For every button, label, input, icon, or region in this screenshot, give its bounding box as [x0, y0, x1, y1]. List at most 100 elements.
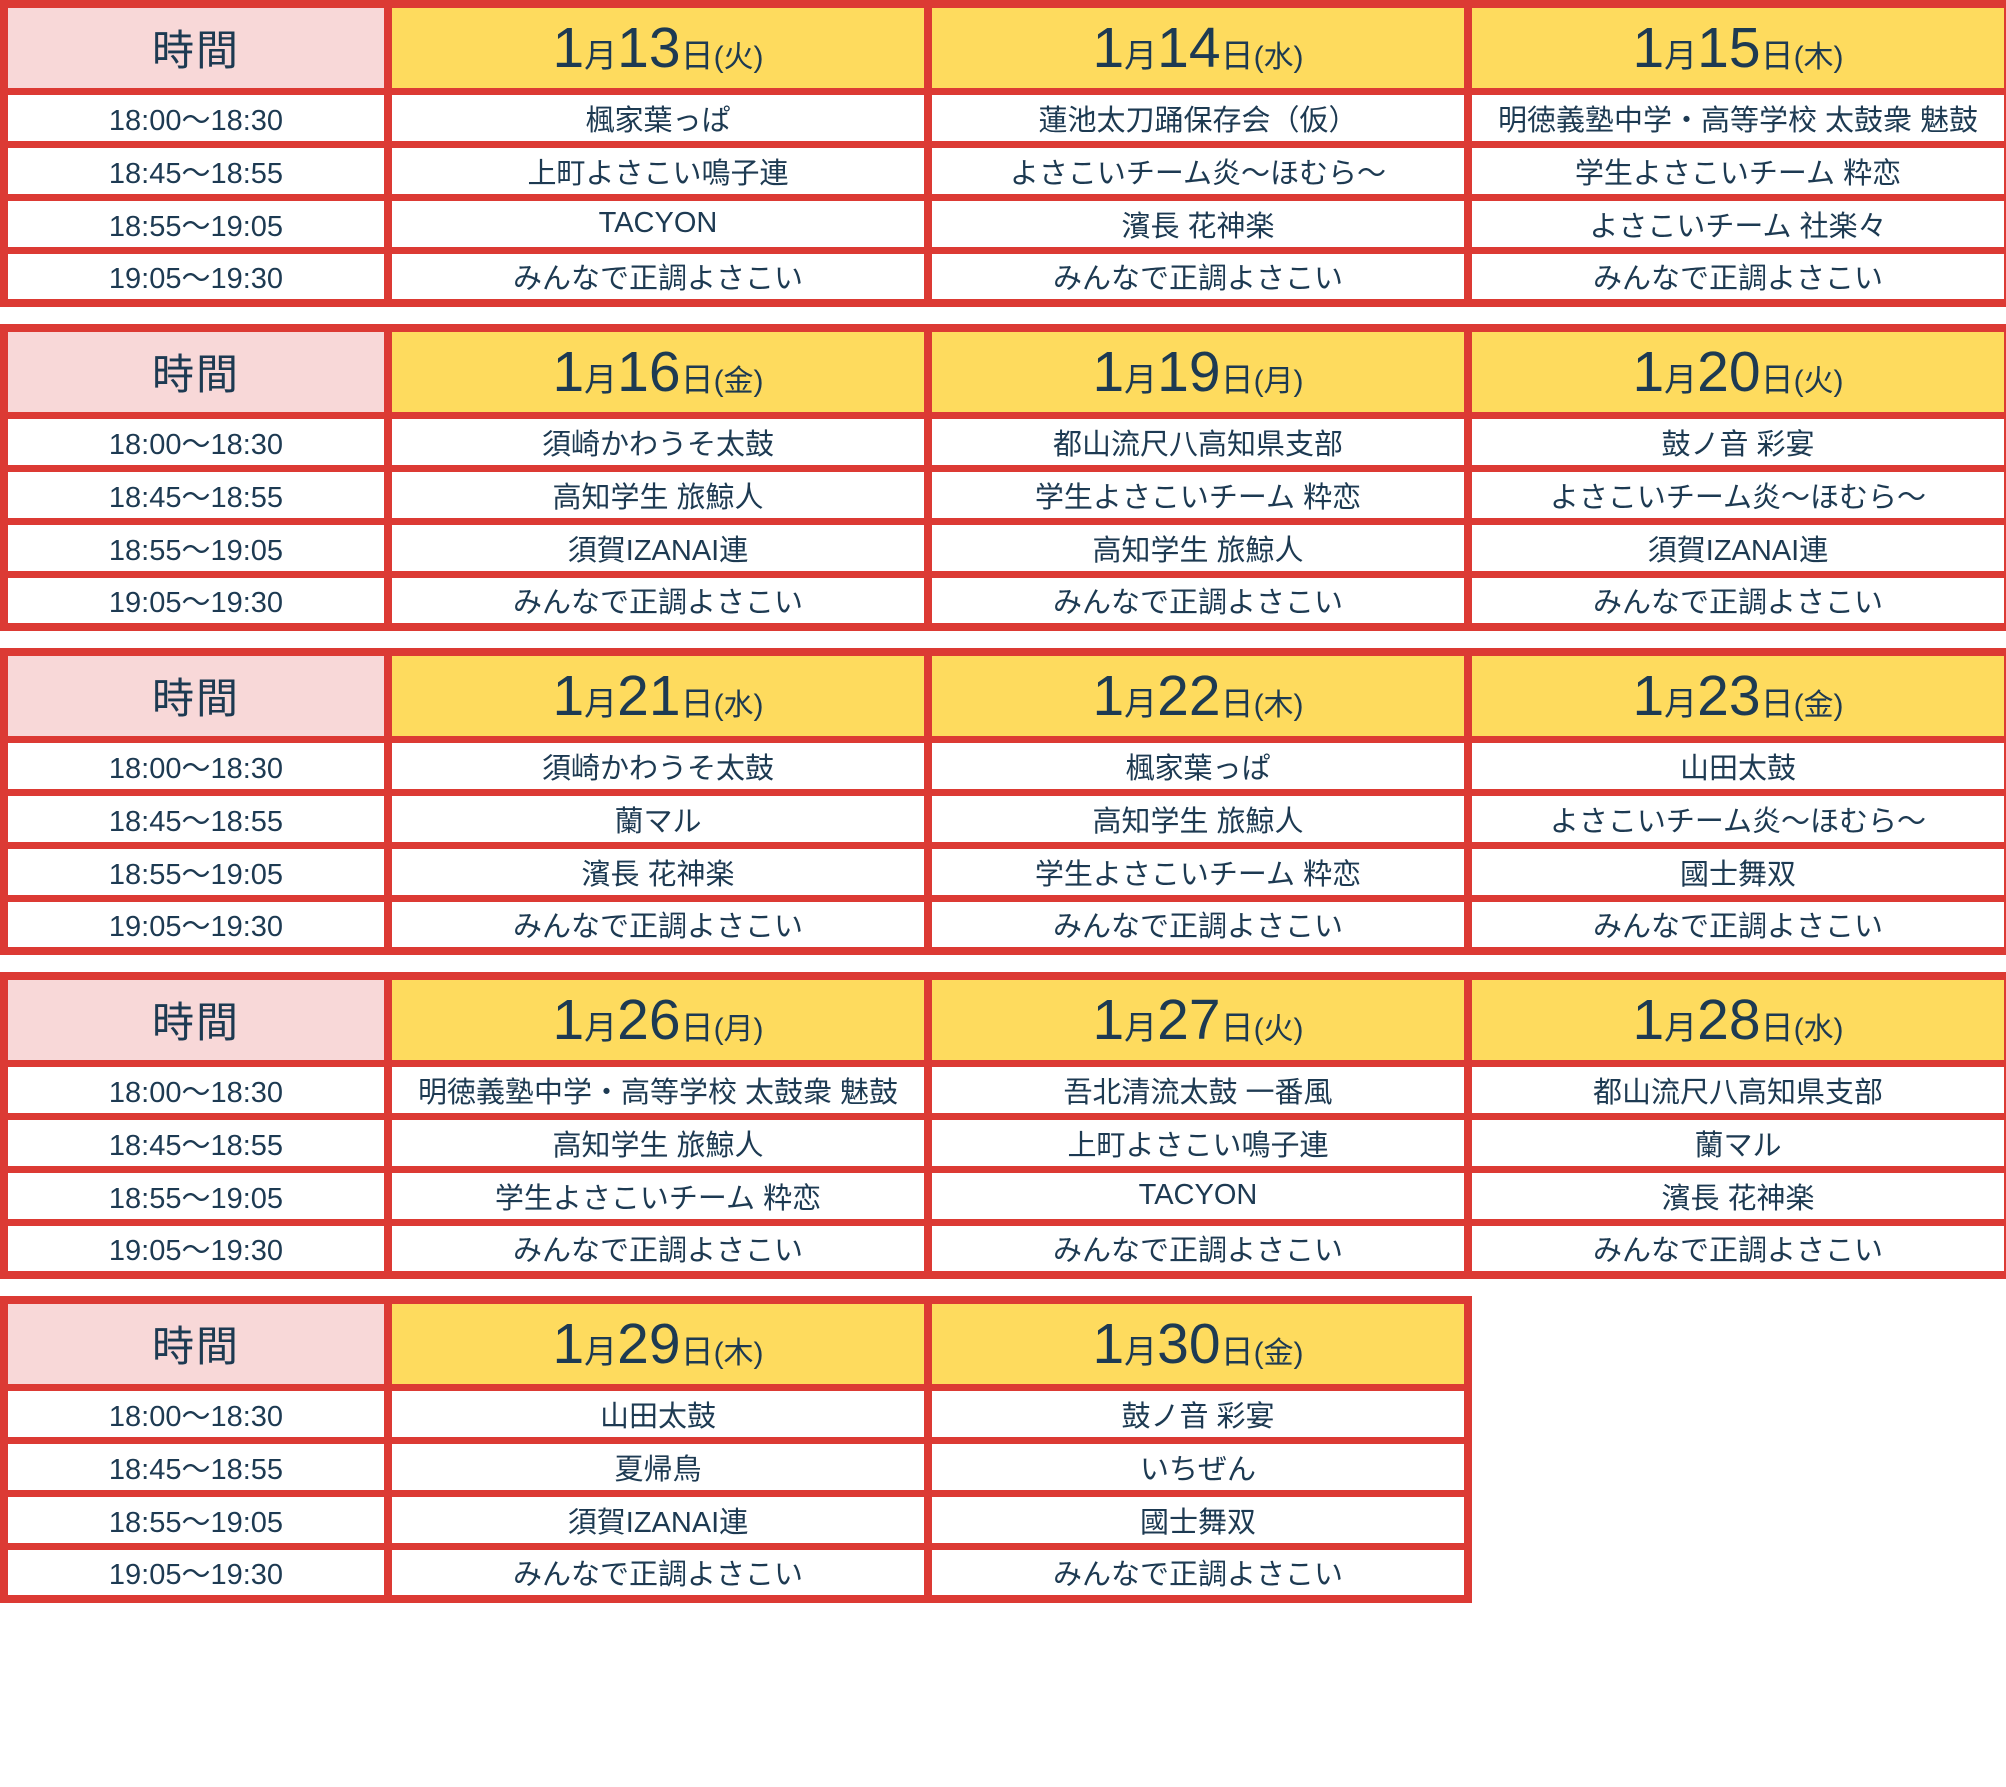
date-text: 16: [617, 339, 681, 404]
performer-cell: 上町よさこい鳴子連: [384, 140, 932, 201]
date-text: (月): [1253, 364, 1304, 398]
schedule-row: 18:55〜19:05 TACYON 濱長 花神楽 よさこいチーム 社楽々: [0, 193, 2006, 254]
date-text: 日: [680, 36, 714, 74]
date-text: (水): [1253, 40, 1304, 74]
date-text: (金): [1793, 688, 1844, 722]
schedule-row: 18:55〜19:05 濱長 花神楽 学生よさこいチーム 粋恋 國士舞双: [0, 841, 2006, 902]
performer-cell: 高知学生 旅鯨人: [384, 464, 932, 525]
time-slot-cell: 19:05〜19:30: [0, 1218, 392, 1279]
time-slot-cell: 18:55〜19:05: [0, 841, 392, 902]
date-text: 1: [1632, 987, 1665, 1052]
performer-cell: 濱長 花神楽: [924, 193, 1472, 254]
performer-cell: TACYON: [384, 193, 932, 254]
date-text: 日: [1760, 360, 1794, 398]
date-text: 日: [1760, 1008, 1794, 1046]
date-text: 13: [617, 15, 681, 80]
date-text: 月: [1124, 360, 1158, 398]
date-text: 21: [617, 663, 681, 728]
performer-cell: 濱長 花神楽: [1464, 1165, 2006, 1226]
date-header-cell: 1月23日(金): [1464, 648, 2006, 743]
performer-cell: 学生よさこいチーム 粋恋: [924, 464, 1472, 525]
performer-cell: 蘭マル: [384, 788, 932, 849]
date-text: 1: [1092, 987, 1125, 1052]
date-text: 月: [1664, 684, 1698, 722]
schedule-table-3: 時間 1月21日(水) 1月22日(木) 1月23日(金) 18:00〜18:30 須崎か…: [0, 648, 2006, 955]
time-slot-cell: 18:00〜18:30: [0, 735, 392, 796]
date-text: 日: [1220, 36, 1254, 74]
date-text: 日: [1220, 684, 1254, 722]
performer-cell: 山田太鼓: [384, 1383, 932, 1444]
performer-cell: 学生よさこいチーム 粋恋: [924, 841, 1472, 902]
performer-cell: 学生よさこいチーム 粋恋: [1464, 140, 2006, 201]
date-text: 29: [617, 1311, 681, 1376]
date-text: (火): [713, 40, 764, 74]
schedule-row: 18:45〜18:55 夏帰鳥 いちぜん: [0, 1436, 1472, 1497]
date-text: 1: [552, 987, 585, 1052]
time-slot-cell: 18:45〜18:55: [0, 464, 392, 525]
performer-cell: 須崎かわうそ太鼓: [384, 735, 932, 796]
performer-cell: みんなで正調よさこい: [384, 1218, 932, 1279]
date-text: 月: [584, 36, 618, 74]
performer-cell: 山田太鼓: [1464, 735, 2006, 796]
performer-cell: 楓家葉っぱ: [924, 735, 1472, 796]
time-slot-cell: 18:55〜19:05: [0, 1489, 392, 1550]
performer-cell: 鼓ノ音 彩宴: [1464, 411, 2006, 472]
date-text: 19: [1157, 339, 1221, 404]
date-text: 月: [584, 1332, 618, 1370]
performer-cell: 須賀IZANAI連: [384, 1489, 932, 1550]
date-header-cell: 1月28日(水): [1464, 972, 2006, 1067]
schedule-table-1: 時間 1月13日(火) 1月14日(水) 1月15日(木) 18:00〜18:30 楓家葉…: [0, 0, 2006, 307]
date-text: 1: [1632, 339, 1665, 404]
time-slot-cell: 18:55〜19:05: [0, 1165, 392, 1226]
schedule-row: 18:00〜18:30 楓家葉っぱ 蓮池太刀踊保存会（仮） 明徳義塾中学・高等学校 太…: [0, 87, 2006, 148]
schedule-row: 18:45〜18:55 高知学生 旅鯨人 上町よさこい鳴子連 蘭マル: [0, 1112, 2006, 1173]
date-header-cell: 1月22日(木): [924, 648, 1472, 743]
date-text: 15: [1697, 15, 1761, 80]
date-text: 月: [1124, 684, 1158, 722]
date-text: 月: [584, 360, 618, 398]
performer-cell: 須賀IZANAI連: [384, 517, 932, 578]
performer-cell: 國士舞双: [1464, 841, 2006, 902]
date-text: 26: [617, 987, 681, 1052]
date-header-cell: 1月26日(月): [384, 972, 932, 1067]
date-text: (木): [713, 1336, 764, 1370]
date-text: 月: [1664, 360, 1698, 398]
date-header-cell: 1月20日(火): [1464, 324, 2006, 419]
performer-cell: 國士舞双: [924, 1489, 1472, 1550]
time-slot-cell: 18:00〜18:30: [0, 1383, 392, 1444]
date-text: 日: [1220, 1332, 1254, 1370]
schedule-table-2: 時間 1月16日(金) 1月19日(月) 1月20日(火) 18:00〜18:30 須崎か…: [0, 324, 2006, 631]
schedule-row: 19:05〜19:30 みんなで正調よさこい みんなで正調よさこい みんなで正調よさこ…: [0, 570, 2006, 631]
date-text: 1: [552, 339, 585, 404]
date-header-cell: 1月14日(水): [924, 0, 1472, 95]
performer-cell: 上町よさこい鳴子連: [924, 1112, 1472, 1173]
performer-cell: 高知学生 旅鯨人: [924, 517, 1472, 578]
performer-cell: 明徳義塾中学・高等学校 太鼓衆 魅鼓: [384, 1059, 932, 1120]
performance-schedule: 時間 1月13日(火) 1月14日(水) 1月15日(木) 18:00〜18:30 楓家葉…: [0, 0, 2006, 1603]
date-text: 月: [1664, 36, 1698, 74]
time-slot-cell: 18:00〜18:30: [0, 87, 392, 148]
performer-cell: 須崎かわうそ太鼓: [384, 411, 932, 472]
performer-cell: 須賀IZANAI連: [1464, 517, 2006, 578]
performer-cell: 蓮池太刀踊保存会（仮）: [924, 87, 1472, 148]
date-text: (木): [1253, 688, 1304, 722]
schedule-row: 18:45〜18:55 上町よさこい鳴子連 よさこいチーム炎〜ほむら〜 学生よさこいチ…: [0, 140, 2006, 201]
header-row: 時間 1月29日(木) 1月30日(金): [0, 1296, 1472, 1391]
header-row: 時間 1月21日(水) 1月22日(木) 1月23日(金): [0, 648, 2006, 743]
performer-cell: みんなで正調よさこい: [924, 570, 1472, 631]
schedule-row: 19:05〜19:30 みんなで正調よさこい みんなで正調よさこい みんなで正調よさこ…: [0, 894, 2006, 955]
date-text: 14: [1157, 15, 1221, 80]
date-text: 1: [1092, 339, 1125, 404]
performer-cell: みんなで正調よさこい: [924, 1218, 1472, 1279]
time-slot-cell: 19:05〜19:30: [0, 1542, 392, 1603]
performer-cell: みんなで正調よさこい: [384, 1542, 932, 1603]
performer-cell: 高知学生 旅鯨人: [924, 788, 1472, 849]
schedule-row: 18:00〜18:30 須崎かわうそ太鼓 都山流尺八高知県支部 鼓ノ音 彩宴: [0, 411, 2006, 472]
date-text: 日: [1220, 1008, 1254, 1046]
date-text: 28: [1697, 987, 1761, 1052]
date-text: 1: [1092, 663, 1125, 728]
performer-cell: いちぜん: [924, 1436, 1472, 1497]
time-slot-cell: 18:00〜18:30: [0, 1059, 392, 1120]
date-text: 月: [1124, 1008, 1158, 1046]
performer-cell: みんなで正調よさこい: [1464, 894, 2006, 955]
